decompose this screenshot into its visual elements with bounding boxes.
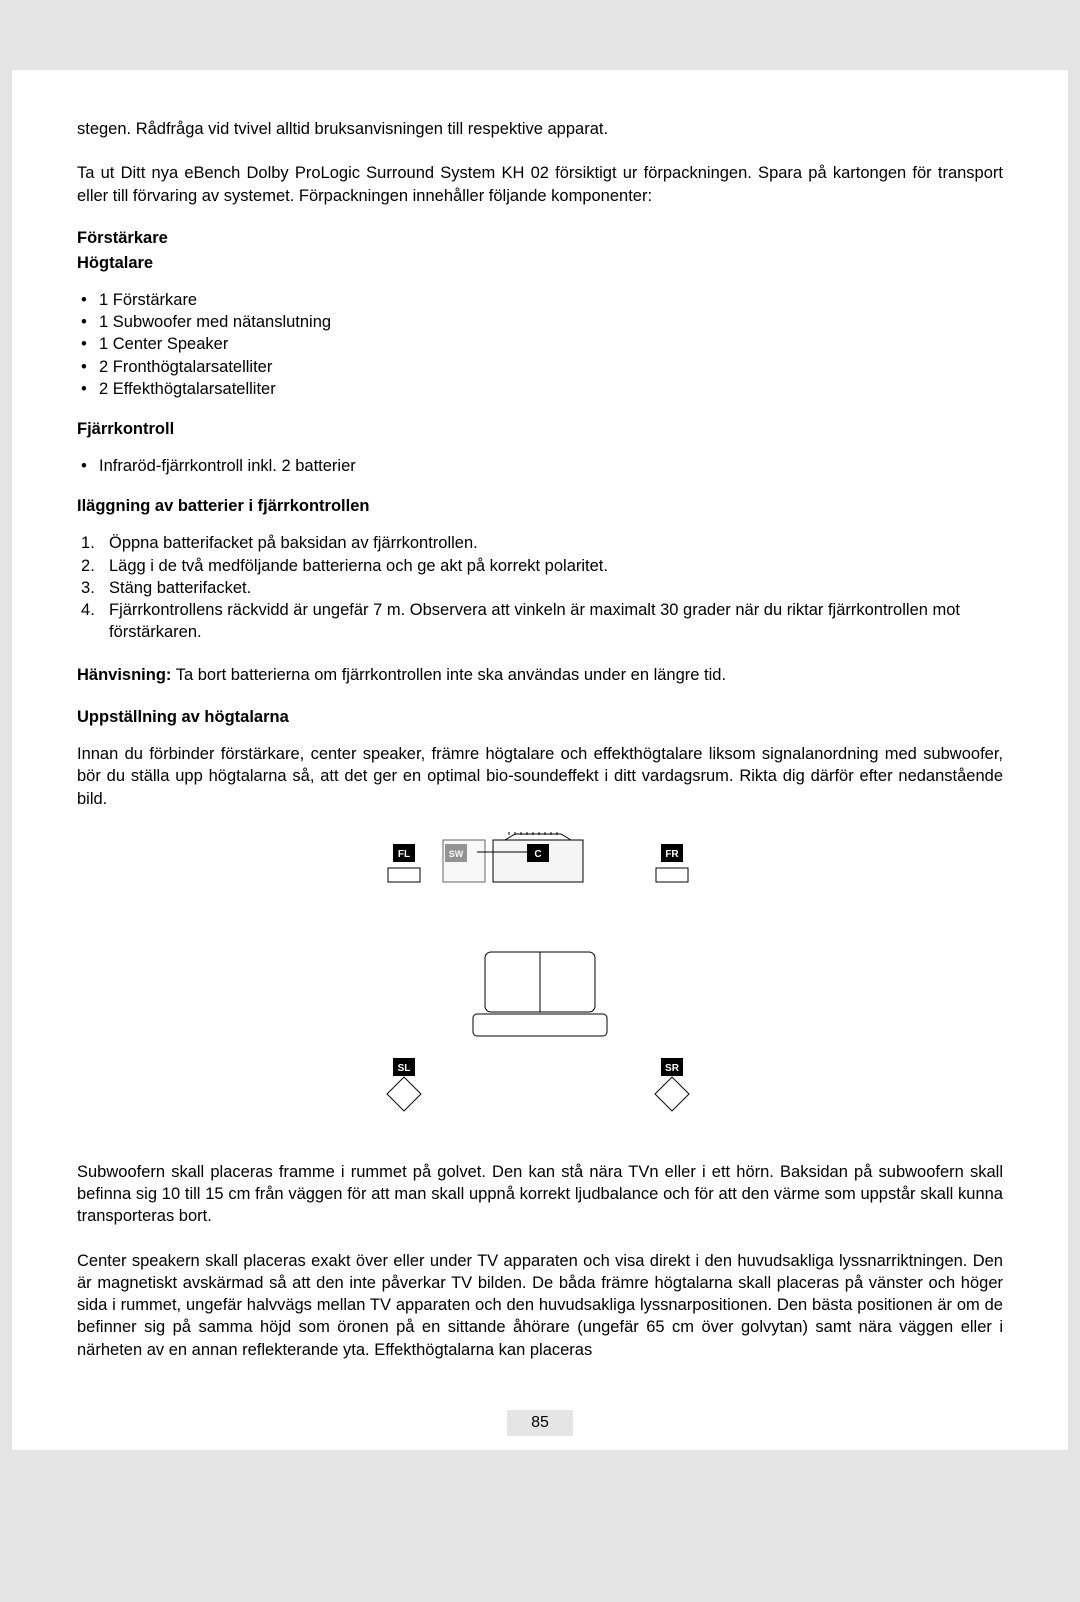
list-item: Lägg i de två medföljande batterierna oc… [81,555,1003,577]
paragraph-setup: Innan du förbinder förstärkare, center s… [77,743,1003,810]
svg-text:SR: SR [665,1063,680,1074]
list-item: 1 Subwoofer med nätanslutning [81,311,1003,333]
note-label: Hänvisning: [77,666,171,684]
paragraph-intro-1: stegen. Rådfråga vid tvivel alltid bruks… [77,118,1003,140]
paragraph-center-speaker: Center speakern skall placeras exakt öve… [77,1250,1003,1361]
svg-text:FR: FR [665,849,679,860]
list-speakers: 1 Förstärkare 1 Subwoofer med nätanslutn… [81,289,1003,400]
heading-battery: Iläggning av batterier i fjärrkontrollen [77,497,1003,516]
heading-amplifier: Förstärkare [77,229,1003,248]
list-item: Fjärrkontrollens räckvidd är ungefär 7 m… [81,599,1003,644]
page-body: stegen. Rådfråga vid tvivel alltid bruks… [12,70,1068,1450]
heading-speakers: Högtalare [77,254,1003,273]
list-remote: Infraröd-fjärrkontroll inkl. 2 batterier [81,455,1003,477]
svg-text:C: C [534,849,541,860]
paragraph-intro-2: Ta ut Ditt nya eBench Dolby ProLogic Sur… [77,162,1003,207]
list-item: 2 Effekthögtalarsatelliter [81,378,1003,400]
page-number-wrap: 85 [12,1410,1068,1436]
page-number: 85 [507,1410,573,1436]
list-item: Öppna batterifacket på baksidan av fjärr… [81,532,1003,554]
list-battery-steps: Öppna batterifacket på baksidan av fjärr… [81,532,1003,643]
svg-text:FL: FL [398,849,410,860]
heading-remote: Fjärrkontroll [77,420,1003,439]
list-item: Stäng batterifacket. [81,577,1003,599]
list-item: 1 Center Speaker [81,333,1003,355]
svg-text:SL: SL [398,1063,411,1074]
paragraph-subwoofer: Subwoofern skall placeras framme i rumme… [77,1161,1003,1228]
paragraph-note: Hänvisning: Ta bort batterierna om fjärr… [77,664,1003,686]
list-item: 1 Förstärkare [81,289,1003,311]
note-text: Ta bort batterierna om fjärrkontrollen i… [171,666,726,684]
speaker-layout-diagram: FL SW C FR [385,832,695,1137]
heading-setup: Uppställning av högtalarna [77,708,1003,727]
list-item: 2 Fronthögtalarsatelliter [81,356,1003,378]
list-item: Infraröd-fjärrkontroll inkl. 2 batterier [81,455,1003,477]
